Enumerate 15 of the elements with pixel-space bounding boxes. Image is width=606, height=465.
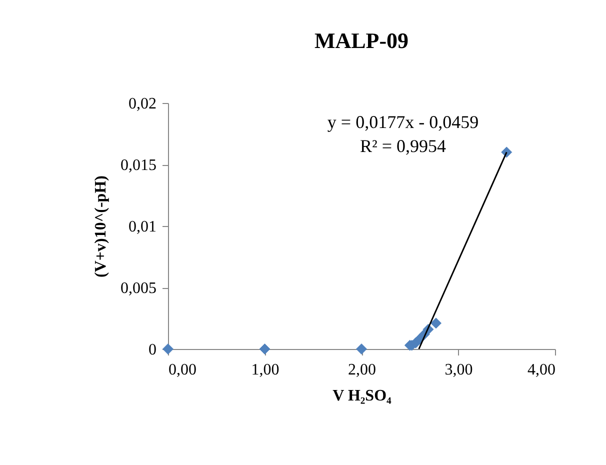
x-tick-label: 0,00 xyxy=(168,362,196,378)
x-tick-label: 4,00 xyxy=(528,362,556,378)
x-tick-label: 3,00 xyxy=(444,362,473,378)
x-tick-label: 1,00 xyxy=(251,362,280,378)
y-tick-label: 0 xyxy=(148,342,156,358)
y-tick-label: 0,015 xyxy=(120,157,156,174)
annotation: R² = 0,9954 xyxy=(360,136,446,156)
y-tick-label: 0,01 xyxy=(128,218,156,236)
y-axis-title: (V+v)10^(-pH) xyxy=(92,176,110,278)
chart-title: MALP-09 xyxy=(314,28,409,53)
y-tick-label: 0,005 xyxy=(120,280,156,297)
annotation: y = 0,0177x - 0,0459 xyxy=(327,112,479,132)
y-tick-label: 0,02 xyxy=(128,96,156,112)
x-tick-label: 2,00 xyxy=(348,362,376,378)
x-axis-title: V H₂SO₄ xyxy=(332,388,392,404)
